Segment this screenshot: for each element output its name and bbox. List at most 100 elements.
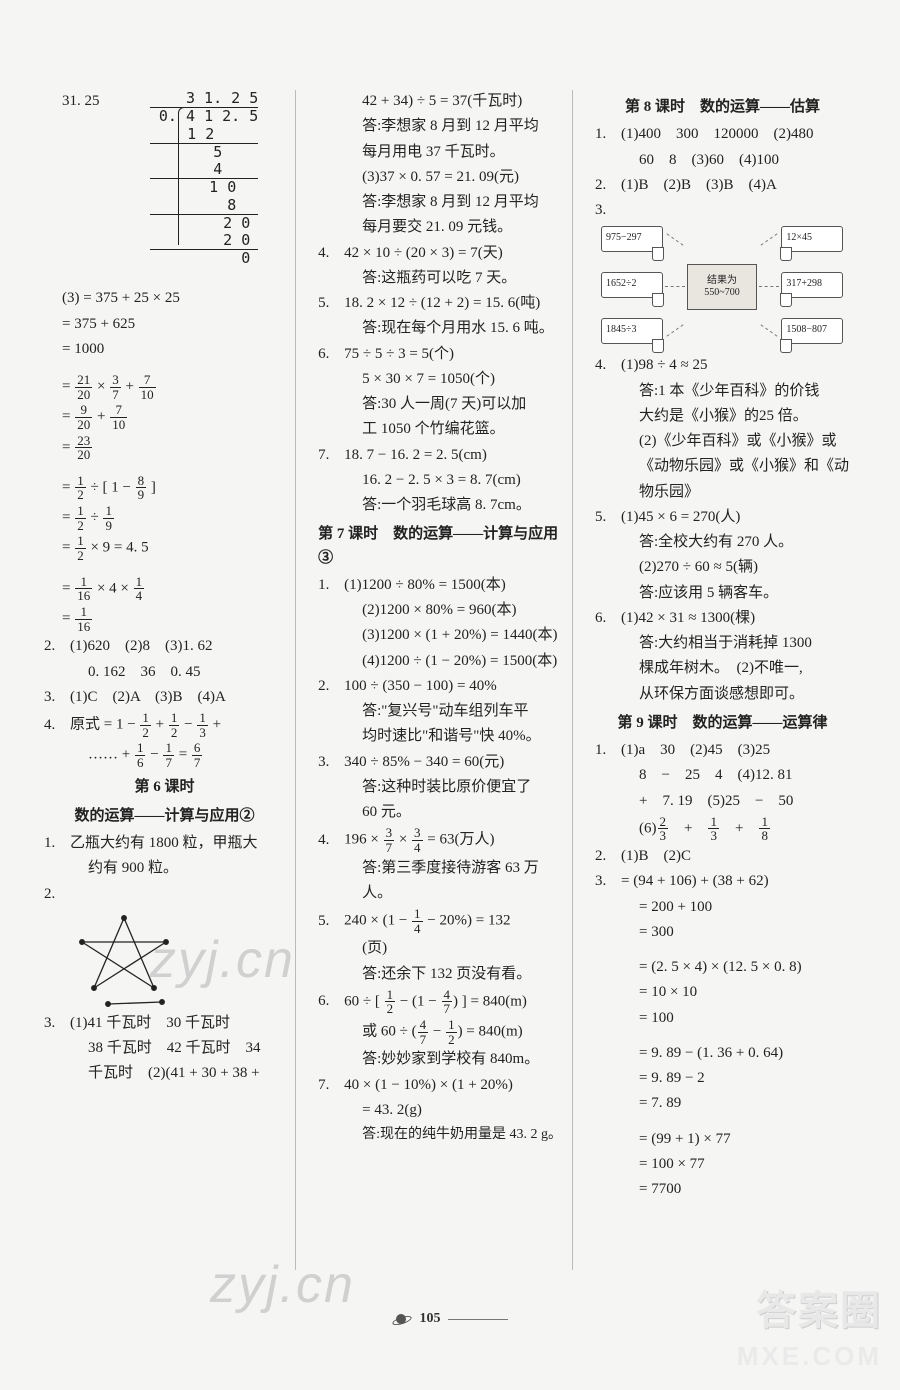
- sec6-sub: 数的运算——计算与应用②: [44, 805, 285, 828]
- c2-q6b: 5 × 30 × 7 = 1050(个): [318, 368, 562, 391]
- c2-p3: 每月用电 37 千瓦时。: [318, 141, 562, 164]
- planet-icon: [392, 1312, 410, 1326]
- c1-s6q2: 2.: [44, 883, 285, 906]
- c3-s9q3c: = 300: [595, 921, 850, 944]
- c1-blockA-1: = 375 + 625: [44, 313, 285, 336]
- page-footer: 105: [0, 1308, 900, 1330]
- c1-s6q3b: 38 千瓦时 42 千瓦时 34: [44, 1037, 285, 1060]
- c3-s8q3: 3.: [595, 199, 850, 222]
- c3-s8q5d: 答:应该用 5 辆客车。: [595, 582, 850, 605]
- c2-q5b: 答:现在每个月用水 15. 6 吨。: [318, 317, 562, 340]
- c2-s7q4a: 4.196 × 37 × 34 = 63(万人): [318, 826, 562, 854]
- c3-s9q3i: = 7. 89: [595, 1092, 850, 1115]
- c3-s8q2: 2.(1)B (2)B (3)B (4)A: [595, 174, 850, 197]
- long-division: 3 1. 2 5 0. 4 1 2. 5 1 2 5 4 1 0 8 2 0 2…: [150, 90, 258, 268]
- c3-s9q3a: 3.= (94 + 106) + (38 + 62): [595, 870, 850, 893]
- page-number: 105: [420, 1311, 441, 1326]
- c3-s8q6b: 答:大约相当于消耗掉 1300: [595, 632, 850, 655]
- c2-q7a: 7.18. 7 − 16. 2 = 2. 5(cm): [318, 444, 562, 467]
- c3-s8q6c: 棵成年树木。 (2)不唯一,: [595, 657, 850, 680]
- ld-r0: 1 2: [150, 126, 258, 144]
- c3-s9q1d: (6)23 + 13 + 18: [595, 815, 850, 843]
- c3-s9q1c: + 7. 19 (5)25 − 50: [595, 790, 850, 813]
- c2-q5a: 5.18. 2 × 12 ÷ (12 + 2) = 15. 6(吨): [318, 292, 562, 315]
- column-2: 42 + 34) ÷ 5 = 37(千瓦时) 答:李想家 8 月到 12 月平均…: [314, 90, 573, 1270]
- c3-s9q3f: = 100: [595, 1007, 850, 1030]
- sec8-title: 第 8 课时 数的运算——估算: [595, 96, 850, 119]
- c1-fe2-l3: = 12 × 9 = 4. 5: [44, 534, 285, 562]
- c2-s7q7a: 7.40 × (1 − 10%) × (1 + 20%): [318, 1074, 562, 1097]
- ld-r7: 0: [150, 250, 258, 267]
- c1-q2b: 0. 162 36 0. 45: [44, 661, 285, 684]
- c1-q4a: 4.原式 = 1 − 12 + 12 − 13 +: [44, 711, 285, 739]
- c2-s7q2a: 2.100 ÷ (350 − 100) = 40%: [318, 675, 562, 698]
- c3-s9q3h: = 9. 89 − 2: [595, 1067, 850, 1090]
- c3-s9q1b: 8 − 25 4 (4)12. 81: [595, 764, 850, 787]
- ld-divisor: 0. 4: [159, 107, 195, 125]
- gun-target: 结果为 550~700: [687, 264, 757, 310]
- c1-s6q3c: 千瓦时 (2)(41 + 30 + 38 +: [44, 1062, 285, 1085]
- c2-s7q5a: 5.240 × (1 − 14 − 20%) = 132: [318, 907, 562, 935]
- c3-s8q1a: 1.(1)400 300 120000 (2)480: [595, 123, 850, 146]
- sec6-title: 第 6 课时: [44, 776, 285, 799]
- ld-r6: 2 0: [150, 232, 258, 250]
- c2-s7q6b: 或 60 ÷ (47 − 12) = 840(m): [318, 1018, 562, 1046]
- c1-blockA-0: (3) = 375 + 25 × 25: [44, 287, 285, 310]
- c3-s9q3d: = (2. 5 × 4) × (12. 5 × 0. 8): [595, 956, 850, 979]
- ld-quotient: 3 1. 2 5: [150, 90, 258, 108]
- c2-s7q2b: 答:"复兴号"动车组列车平: [318, 700, 562, 723]
- c2-s7q5b: (页): [318, 937, 562, 960]
- c3-s8q5b: 答:全校大约有 270 人。: [595, 531, 850, 554]
- c1-s6q1a: 1.乙瓶大约有 1800 粒，甲瓶大: [44, 832, 285, 855]
- c2-s7q6a: 6.60 ÷ [ 12 − (1 − 47) ] = 840(m): [318, 988, 562, 1016]
- c2-s7q7c: 答:现在的纯牛奶用量是 43. 2 g。: [318, 1124, 562, 1146]
- c1-fe2-l2: = 12 ÷ 19: [44, 504, 285, 532]
- c2-s7q1a: 1.(1)1200 ÷ 80% = 1500(本): [318, 574, 562, 597]
- c2-q6a: 6.75 ÷ 5 ÷ 3 = 5(个): [318, 343, 562, 366]
- c3-s8q6a: 6.(1)42 × 31 ≈ 1300(棵): [595, 607, 850, 630]
- c1-q4b: …… + 16 − 17 = 67: [44, 741, 285, 769]
- ld-r4: 8: [150, 197, 258, 215]
- sec9-title: 第 9 课时 数的运算——运算律: [595, 712, 850, 735]
- ld-r1: 5: [150, 144, 258, 161]
- sec7-title: 第 7 课时 数的运算——计算与应用③: [318, 523, 562, 570]
- c2-s7q3b: 答:这种时装比原价便宜了: [318, 776, 562, 799]
- c3-s9q3k: = 100 × 77: [595, 1153, 850, 1176]
- c1-fe2-l1: = 12 ÷ [ 1 − 89 ]: [44, 474, 285, 502]
- c3-s9q3b: = 200 + 100: [595, 896, 850, 919]
- c1-fe1-l1: = 2120 × 37 + 710: [44, 373, 285, 401]
- gun-diagram: 结果为 550~700 975−297 12×45 1652÷2 317+298…: [595, 224, 850, 354]
- watermark-mxe: MXE.COM: [737, 1336, 882, 1376]
- c3-s8q4c: 大约是《小猴》的25 倍。: [595, 405, 850, 428]
- c2-s7q7b: = 43. 2(g): [318, 1099, 562, 1122]
- c3-s8q6d: 从环保方面谈感想即可。: [595, 683, 850, 706]
- c1-s6q1b: 约有 900 粒。: [44, 857, 285, 880]
- c2-q4a: 4.42 × 10 ÷ (20 × 3) = 7(天): [318, 242, 562, 265]
- c2-s7q1c: (3)1200 × (1 + 20%) = 1440(本): [318, 624, 562, 647]
- column-1: 31. 25 3 1. 2 5 0. 4 1 2. 5 1 2 5 4 1 0 …: [40, 90, 296, 1270]
- c3-s9q3j: = (99 + 1) × 77: [595, 1128, 850, 1151]
- c1-q2: 2.(1)620 (2)8 (3)1. 62: [44, 635, 285, 658]
- c3-s8q1b: 60 8 (3)60 (4)100: [595, 149, 850, 172]
- c2-p4: (3)37 × 0. 57 = 21. 09(元): [318, 166, 562, 189]
- c2-s7q1b: (2)1200 × 80% = 960(本): [318, 599, 562, 622]
- c3-s9q2: 2.(1)B (2)C: [595, 845, 850, 868]
- ld-r5: 2 0: [150, 215, 258, 232]
- c3-s8q5a: 5.(1)45 × 6 = 270(人): [595, 506, 850, 529]
- c1-fe1-l2: = 920 + 710: [44, 403, 285, 431]
- star-graph: [64, 908, 184, 1008]
- c1-fe3-l1: = 116 × 4 × 14: [44, 575, 285, 603]
- c1-fe3-l2: = 116: [44, 605, 285, 633]
- c2-s7q4c: 人。: [318, 882, 562, 905]
- c3-s8q4a: 4.(1)98 ÷ 4 ≈ 25: [595, 354, 850, 377]
- c2-p1: 42 + 34) ÷ 5 = 37(千瓦时): [318, 90, 562, 113]
- c2-s7q6c: 答:妙妙家到学校有 840m。: [318, 1048, 562, 1071]
- c2-q7c: 答:一个羽毛球高 8. 7cm。: [318, 494, 562, 517]
- c1-fe1-l3: = 2320: [44, 434, 285, 462]
- c3-s8q4f: 物乐园》: [595, 481, 850, 504]
- c2-s7q3a: 3.340 ÷ 85% − 340 = 60(元): [318, 751, 562, 774]
- c3-s8q4d: (2)《少年百科》或《小猴》或: [595, 430, 850, 453]
- c2-p2: 答:李想家 8 月到 12 月平均: [318, 115, 562, 138]
- c3-s8q4e: 《动物乐园》或《小猴》和《动: [595, 455, 850, 478]
- c2-q4b: 答:这瓶药可以吃 7 天。: [318, 267, 562, 290]
